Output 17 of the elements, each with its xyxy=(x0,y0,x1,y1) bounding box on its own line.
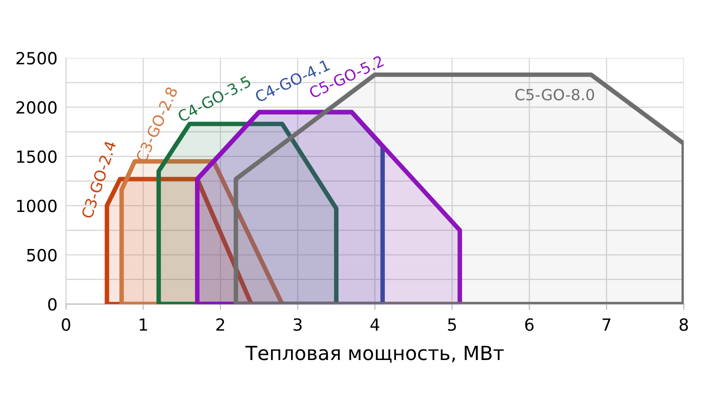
x-tick-label: 8 xyxy=(680,318,688,331)
series-label: C5-GO-8.0 xyxy=(515,88,594,100)
y-tick-label: 0 xyxy=(48,298,57,311)
x-tick-label: 5 xyxy=(448,318,456,331)
x-tick-label: 3 xyxy=(294,318,302,331)
x-tick-label: 4 xyxy=(370,318,380,331)
y-tick-label: 2000 xyxy=(16,101,57,114)
x-tick-label: 1 xyxy=(140,318,147,331)
x-tick-label: 6 xyxy=(525,318,534,331)
y-tick-label: 2500 xyxy=(16,52,57,65)
y-tick-label: 1500 xyxy=(17,150,57,163)
y-tick-label: 500 xyxy=(27,248,57,262)
y-tick-label: 1000 xyxy=(17,200,57,212)
x-tick-label: 7 xyxy=(602,318,610,331)
x-tick-label: 2 xyxy=(216,318,224,331)
x-axis-title: Тепловая мощность, МВт xyxy=(245,346,504,363)
x-tick-label: 0 xyxy=(62,318,70,331)
